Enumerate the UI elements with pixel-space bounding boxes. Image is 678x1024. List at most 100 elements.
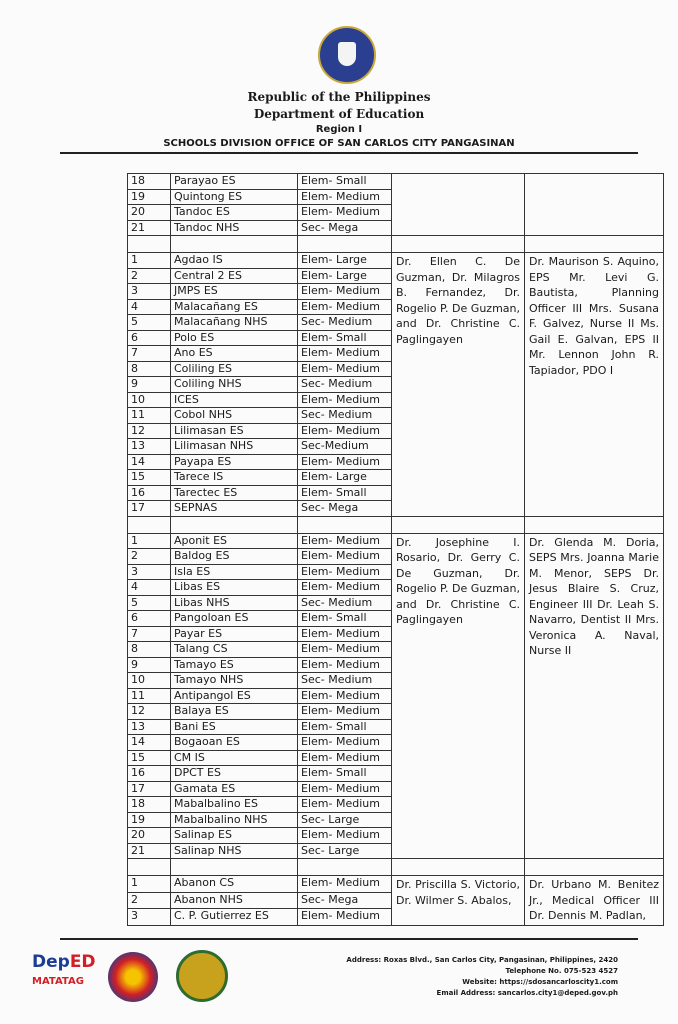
school-name: Bogaoan ES bbox=[170, 734, 298, 751]
school-name: SEPNAS bbox=[170, 500, 298, 517]
empty-cell bbox=[170, 235, 298, 253]
school-name: Bani ES bbox=[170, 718, 298, 735]
school-name: Mabalbalino NHS bbox=[170, 811, 298, 828]
footer-divider bbox=[60, 938, 638, 940]
school-name: Talang CS bbox=[170, 641, 298, 658]
row-number: 1 bbox=[127, 252, 171, 269]
school-name: Central 2 ES bbox=[170, 267, 298, 284]
empty-cell bbox=[391, 235, 525, 253]
school-name: Tamayo NHS bbox=[170, 672, 298, 689]
row-number: 3 bbox=[127, 563, 171, 580]
row-number: 10 bbox=[127, 391, 171, 408]
school-name: DPCT ES bbox=[170, 765, 298, 782]
school-name: Libas NHS bbox=[170, 594, 298, 611]
table-row: 5 Libas NHS Sec- Medium bbox=[127, 594, 664, 611]
row-number: 14 bbox=[127, 734, 171, 751]
table-row: 10 ICES Elem- Medium bbox=[127, 391, 664, 408]
school-name: Malacañang ES bbox=[170, 298, 298, 315]
row-number: 12 bbox=[127, 422, 171, 439]
deped-seal-logo bbox=[318, 26, 376, 84]
school-name: Baldog ES bbox=[170, 548, 298, 565]
row-number: 18 bbox=[127, 173, 171, 190]
school-category: Elem- Medium bbox=[297, 360, 392, 377]
table-row: 1 Abanon CS Elem- Medium Dr. Priscilla S. V… bbox=[127, 875, 664, 926]
school-name: Tarectec ES bbox=[170, 484, 298, 501]
table-row: 18 Parayao ES Elem- Small bbox=[127, 173, 664, 236]
empty-cell bbox=[297, 515, 392, 534]
school-name: CM IS bbox=[170, 749, 298, 766]
empty-cell bbox=[170, 858, 298, 876]
row-number: 20 bbox=[127, 204, 171, 221]
school-category: Elem- Medium bbox=[297, 298, 392, 315]
row-number: 7 bbox=[127, 625, 171, 642]
school-name: Abanon CS bbox=[170, 875, 298, 893]
table-row: 14 Bogaoan ES Elem- Medium bbox=[127, 734, 664, 751]
table-row: 1 Aponit ES Elem- Medium Dr. Josephine I. R… bbox=[127, 532, 664, 859]
school-name: Cobol NHS bbox=[170, 407, 298, 424]
school-category: Elem- Medium bbox=[297, 422, 392, 439]
school-name: C. P. Gutierrez ES bbox=[170, 908, 298, 926]
school-category: Elem- Medium bbox=[297, 749, 392, 766]
table-row: 6 Polo ES Elem- Small bbox=[127, 329, 664, 346]
table-row: 6 Pangoloan ES Elem- Small bbox=[127, 610, 664, 627]
school-category: Elem- Medium bbox=[297, 780, 392, 797]
school-category: Sec- Mega bbox=[297, 500, 392, 517]
footer-telephone: Telephone No. 075-523 4527 bbox=[505, 967, 618, 975]
footer-email[interactable]: Email Address: sancarlos.city1@deped.gov… bbox=[436, 989, 618, 997]
row-number: 9 bbox=[127, 376, 171, 393]
row-number: 21 bbox=[127, 219, 171, 236]
school-category: Elem- Medium bbox=[297, 548, 392, 565]
school-category: Sec- Medium bbox=[297, 376, 392, 393]
school-name: Ano ES bbox=[170, 345, 298, 362]
school-category: Elem- Medium bbox=[297, 875, 392, 893]
row-number: 19 bbox=[127, 188, 171, 205]
school-category: Elem- Large bbox=[297, 252, 392, 269]
school-category: Elem- Medium bbox=[297, 827, 392, 844]
school-category: Elem- Medium bbox=[297, 641, 392, 658]
table-row: 15 Tarece IS Elem- Large bbox=[127, 469, 664, 486]
row-number: 4 bbox=[127, 298, 171, 315]
school-name: Payar ES bbox=[170, 625, 298, 642]
school-name: Payapa ES bbox=[170, 453, 298, 470]
school-category: Sec- Mega bbox=[297, 219, 392, 236]
table-row: 1 Agdao IS Elem- Large Dr. Ellen C. De Guzm… bbox=[127, 252, 664, 517]
panel-members: Dr. Josephine I. Rosario, Dr. Gerry C. D… bbox=[391, 532, 525, 859]
row-number: 1 bbox=[127, 532, 171, 549]
footer-website[interactable]: Website: https://sdosancarloscity1.com bbox=[462, 978, 618, 986]
school-category: Sec- Mega bbox=[297, 891, 392, 909]
row-number: 5 bbox=[127, 314, 171, 331]
school-category: Elem- Small bbox=[297, 718, 392, 735]
row-number: 13 bbox=[127, 718, 171, 735]
school-name: Tamayo ES bbox=[170, 656, 298, 673]
school-name: ICES bbox=[170, 391, 298, 408]
row-number: 14 bbox=[127, 453, 171, 470]
school-name: Quintong ES bbox=[170, 188, 298, 205]
empty-cell bbox=[524, 515, 664, 534]
team-members: Dr. Maurison S. Aquino, EPS Mr. Levi G. … bbox=[524, 252, 664, 517]
panel-members: Dr. Priscilla S. Victorio, Dr. Wilmer S.… bbox=[391, 875, 525, 926]
row-number: 5 bbox=[127, 594, 171, 611]
row-number: 7 bbox=[127, 345, 171, 362]
school-category: Elem- Medium bbox=[297, 703, 392, 720]
school-name: Libas ES bbox=[170, 579, 298, 596]
school-name: Agdao IS bbox=[170, 252, 298, 269]
school-name: Isla ES bbox=[170, 563, 298, 580]
school-category: Elem- Medium bbox=[297, 734, 392, 751]
row-number: 16 bbox=[127, 484, 171, 501]
table-row: 4 Libas ES Elem- Medium bbox=[127, 579, 664, 596]
header-region: Region I bbox=[315, 124, 363, 135]
school-category: Elem- Medium bbox=[297, 625, 392, 642]
row-number: 1 bbox=[127, 875, 171, 893]
row-number: 2 bbox=[127, 267, 171, 284]
header-department: Department of Education bbox=[253, 107, 425, 121]
footer-contact: Address: Roxas Blvd., San Carlos City, P… bbox=[346, 955, 618, 999]
school-category: Elem- Large bbox=[297, 469, 392, 486]
table-row: 3 JMPS ES Elem- Medium bbox=[127, 283, 664, 300]
school-name: Aponit ES bbox=[170, 532, 298, 549]
school-name: Balaya ES bbox=[170, 703, 298, 720]
table-row: 2 Central 2 ES Elem- Large bbox=[127, 267, 664, 284]
panel-members bbox=[391, 173, 525, 236]
school-name: Polo ES bbox=[170, 329, 298, 346]
row-number: 3 bbox=[127, 283, 171, 300]
table-row: 3 C. P. Gutierrez ES Elem- Medium bbox=[127, 908, 664, 926]
